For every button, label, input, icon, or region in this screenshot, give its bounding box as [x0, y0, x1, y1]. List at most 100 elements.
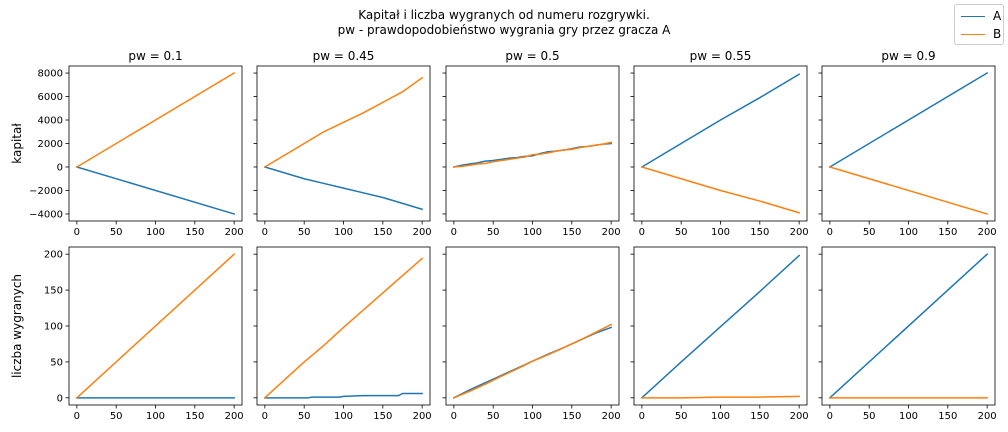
x-tick-label: 100 — [334, 411, 353, 422]
chart-legend: A B — [954, 4, 1004, 45]
x-tick-label: 200 — [602, 227, 621, 238]
axes-frame — [445, 246, 620, 406]
x-tick-label: 50 — [487, 227, 500, 238]
subplot-title: pw = 0.1 — [128, 49, 182, 63]
x-tick-label: 200 — [790, 227, 809, 238]
x-tick-label: 0 — [639, 227, 645, 238]
series-line-b — [263, 76, 424, 169]
x-tick-label: 200 — [602, 411, 621, 422]
x-tick-label: 150 — [562, 411, 581, 422]
x-tick-label: 50 — [110, 411, 123, 422]
subplot-7: 0 50 100 150 200 — [253, 246, 432, 422]
y-tick-label: 150 — [44, 286, 63, 297]
subplot-4: 0 50 100 150 200 pw = 0.55 — [630, 49, 809, 238]
legend-item-b: B — [961, 26, 1001, 42]
axes-frame — [821, 65, 996, 222]
series-line-a — [264, 392, 423, 399]
series-line-b — [640, 166, 801, 214]
x-tick-label: 0 — [639, 411, 645, 422]
y-tick-label: 50 — [50, 357, 63, 368]
y-tick-label: 0 — [57, 393, 63, 404]
subplot-1: 0 50 100 150 200 −4000 −2000 0 2000 4000 6000 8000 p… — [10, 49, 244, 238]
axes-frame — [633, 65, 808, 222]
figure-title-line-1: Kapitał i liczba wygranych od numeru roz… — [358, 8, 650, 22]
x-tick-label: 50 — [110, 227, 123, 238]
y-tick-label: 2000 — [38, 139, 63, 150]
x-tick-label: 100 — [899, 411, 918, 422]
x-tick-label: 100 — [146, 411, 165, 422]
legend-label-b: B — [993, 27, 1002, 41]
subplot-6: 0 50 100 150 200 0 50 100 150 200 liczba wygranych — [10, 246, 244, 422]
x-tick-label: 200 — [413, 411, 432, 422]
x-tick-label: 0 — [451, 227, 457, 238]
subplot-10: 0 50 100 150 200 — [818, 246, 997, 422]
x-tick-label: 100 — [334, 227, 353, 238]
series-line-b — [641, 395, 800, 399]
x-tick-label: 0 — [262, 411, 268, 422]
x-tick-label: 100 — [711, 227, 730, 238]
x-tick-label: 150 — [373, 227, 392, 238]
subplot-3: 0 50 100 150 200 pw = 0.5 — [442, 49, 621, 238]
x-tick-label: 50 — [298, 411, 311, 422]
x-tick-label: 150 — [562, 227, 581, 238]
subplot-title: pw = 0.55 — [690, 49, 752, 63]
x-tick-label: 50 — [298, 227, 311, 238]
y-tick-label: −4000 — [29, 209, 63, 220]
figure-title-line-2: pw - prawdopodobieństwo wygrania gry prz… — [337, 23, 671, 37]
x-tick-label: 150 — [185, 227, 204, 238]
x-tick-label: 200 — [978, 227, 997, 238]
y-tick-label: 4000 — [38, 116, 63, 127]
x-tick-label: 200 — [413, 227, 432, 238]
x-tick-label: 0 — [262, 227, 268, 238]
subplot-2: 0 50 100 150 200 pw = 0.45 — [253, 49, 432, 238]
axes-frame — [256, 65, 431, 222]
x-tick-label: 50 — [863, 411, 876, 422]
series-line-a — [640, 254, 801, 399]
subplot-8: 0 50 100 150 200 — [442, 246, 621, 422]
x-tick-label: 150 — [938, 411, 957, 422]
legend-swatch-a — [961, 15, 985, 17]
x-tick-label: 100 — [899, 227, 918, 238]
legend-swatch-b — [961, 33, 985, 35]
x-tick-label: 50 — [675, 227, 688, 238]
y-tick-label: 8000 — [38, 69, 63, 80]
series-line-a — [75, 166, 236, 215]
series-line-a — [828, 253, 989, 399]
x-tick-label: 0 — [74, 227, 80, 238]
x-tick-label: 100 — [146, 227, 165, 238]
x-tick-label: 50 — [863, 227, 876, 238]
series-line-a — [828, 72, 989, 169]
x-tick-label: 100 — [711, 411, 730, 422]
series-line-b — [828, 166, 989, 215]
x-tick-label: 200 — [790, 411, 809, 422]
y-tick-label: 6000 — [38, 92, 63, 103]
series-line-b — [263, 257, 424, 399]
x-tick-label: 200 — [225, 227, 244, 238]
x-tick-label: 150 — [750, 227, 769, 238]
x-tick-label: 100 — [523, 227, 542, 238]
y-axis-label: kapitał — [10, 123, 24, 164]
x-tick-label: 0 — [827, 227, 833, 238]
axes-frame — [445, 65, 620, 222]
x-tick-label: 100 — [523, 411, 542, 422]
x-tick-label: 50 — [487, 411, 500, 422]
x-tick-label: 200 — [225, 411, 244, 422]
subplot-title: pw = 0.45 — [313, 49, 375, 63]
x-tick-label: 150 — [938, 227, 957, 238]
subplot-title: pw = 0.9 — [881, 49, 935, 63]
y-tick-label: −2000 — [29, 186, 63, 197]
y-tick-label: 0 — [57, 162, 63, 173]
series-line-b — [75, 253, 236, 399]
subplot-9: 0 50 100 150 200 — [630, 246, 809, 422]
legend-item-a: A — [961, 8, 1001, 24]
y-tick-label: 200 — [44, 250, 63, 261]
x-tick-label: 0 — [451, 411, 457, 422]
x-tick-label: 0 — [74, 411, 80, 422]
y-axis-label: liczba wygranych — [10, 274, 24, 378]
x-tick-label: 150 — [373, 411, 392, 422]
series-line-a — [640, 73, 801, 169]
x-tick-label: 0 — [827, 411, 833, 422]
series-line-b — [453, 141, 613, 168]
series-line-b — [452, 323, 613, 399]
